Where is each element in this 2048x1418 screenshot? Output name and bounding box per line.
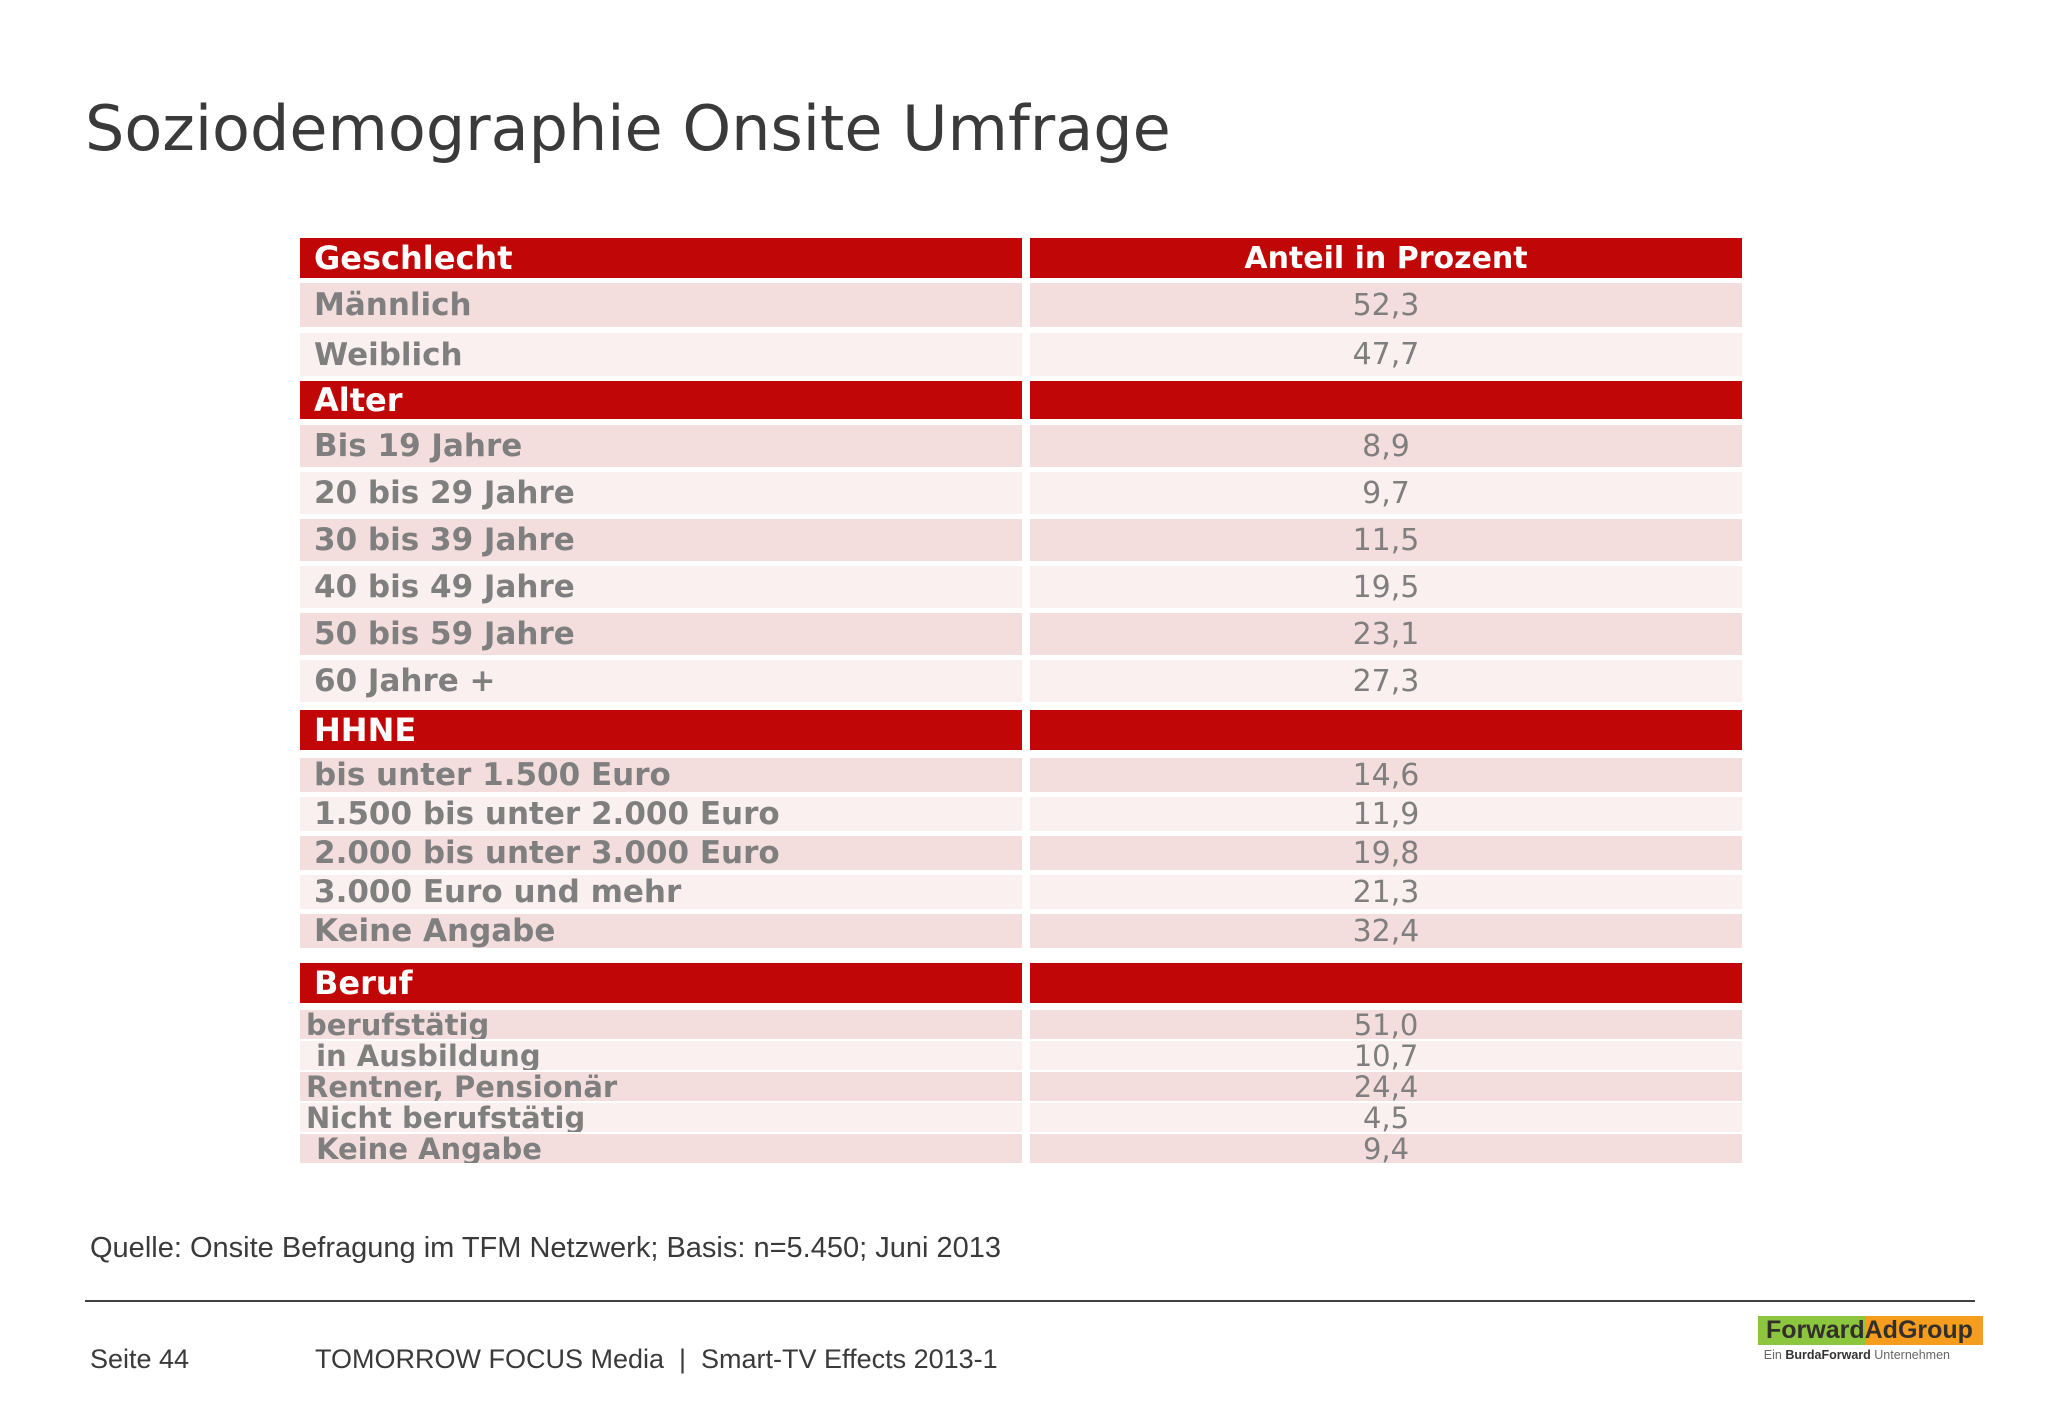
row-value: 11,9 [1030, 797, 1742, 832]
forwardadgroup-logo: Forward AdGroup Ein BurdaForward Unterne… [1758, 1316, 1983, 1362]
section-header-label: HHNE [300, 710, 1022, 750]
row-label: in Ausbildung [300, 1041, 1022, 1070]
row-value: 19,8 [1030, 836, 1742, 871]
section-header-label: Geschlecht [300, 238, 1022, 278]
footer-doc-title: TOMORROW FOCUS Media | Smart-TV Effects … [315, 1344, 998, 1374]
row-label: 2.000 bis unter 3.000 Euro [300, 836, 1022, 870]
logo-bar: Forward AdGroup [1758, 1316, 1983, 1345]
row-value: 21,3 [1030, 875, 1742, 910]
section-header-label: Alter [300, 381, 1022, 419]
tagline-suffix: Unternehmen [1870, 1348, 1950, 1362]
row-label: Rentner, Pensionär [300, 1072, 1022, 1101]
row-label: 30 bis 39 Jahre [300, 519, 1022, 561]
row-label: Bis 19 Jahre [300, 425, 1022, 467]
row-value: 51,0 [1030, 1008, 1742, 1042]
table-row: Männlich 52,3 [300, 283, 1742, 327]
section-header-row-beruf: Beruf [300, 963, 1742, 1003]
row-value: 9,7 [1030, 472, 1742, 514]
table-row: Bis 19 Jahre 8,9 [300, 425, 1742, 467]
table-row: 3.000 Euro und mehr 21,3 [300, 875, 1742, 910]
section-header-label: Beruf [300, 963, 1022, 1003]
table-row: 20 bis 29 Jahre 9,7 [300, 472, 1742, 514]
row-label: Weiblich [300, 333, 1022, 376]
row-label: 60 Jahre + [300, 660, 1022, 702]
row-value: 10,7 [1030, 1039, 1742, 1073]
logo-tagline: Ein BurdaForward Unternehmen [1758, 1348, 1950, 1362]
row-value: 8,9 [1030, 425, 1742, 467]
row-value: 47,7 [1030, 333, 1742, 376]
table-row: Nicht berufstätig 4,5 [300, 1101, 1742, 1135]
column-header-anteil: Anteil in Prozent [1030, 238, 1742, 278]
row-value: 32,4 [1030, 914, 1742, 949]
tagline-prefix: Ein [1763, 1348, 1786, 1362]
section-header-value [1030, 963, 1742, 1003]
row-value: 4,5 [1030, 1101, 1742, 1135]
table-row: 30 bis 39 Jahre 11,5 [300, 519, 1742, 561]
row-value: 23,1 [1030, 613, 1742, 655]
section-header-value [1030, 381, 1742, 419]
footer-divider [85, 1300, 1975, 1302]
section-header-row-alter: Alter [300, 381, 1742, 419]
tagline-brand: BurdaForward [1785, 1348, 1871, 1362]
logo-orange-segment: AdGroup [1864, 1316, 1983, 1345]
row-label: Keine Angabe [300, 1134, 1022, 1163]
section-header-value [1030, 710, 1742, 750]
table-row: Keine Angabe 9,4 [300, 1132, 1742, 1166]
table-row: Keine Angabe 32,4 [300, 914, 1742, 949]
row-label: 20 bis 29 Jahre [300, 472, 1022, 514]
table-row: 2.000 bis unter 3.000 Euro 19,8 [300, 836, 1742, 871]
table-row: Rentner, Pensionär 24,4 [300, 1070, 1742, 1104]
page-title: Soziodemographie Onsite Umfrage [85, 92, 1171, 165]
table-row: 40 bis 49 Jahre 19,5 [300, 566, 1742, 608]
row-value: 9,4 [1030, 1132, 1742, 1166]
row-label: berufstätig [300, 1010, 1022, 1039]
page-number: Seite 44 [90, 1344, 190, 1374]
logo-green-segment: Forward [1758, 1316, 1865, 1345]
table-row: Weiblich 47,7 [300, 333, 1742, 376]
row-label: 40 bis 49 Jahre [300, 566, 1022, 608]
demographics-table: Geschlecht Anteil in Prozent Männlich 52… [300, 238, 1742, 1166]
table-row: berufstätig 51,0 [300, 1008, 1742, 1042]
row-value: 14,6 [1030, 758, 1742, 793]
row-label: bis unter 1.500 Euro [300, 758, 1022, 792]
row-label: Keine Angabe [300, 914, 1022, 948]
row-label: 1.500 bis unter 2.000 Euro [300, 797, 1022, 831]
section-header-row-geschlecht: Geschlecht Anteil in Prozent [300, 238, 1742, 278]
row-value: 11,5 [1030, 519, 1742, 561]
row-label: 50 bis 59 Jahre [300, 613, 1022, 655]
section-header-row-hhne: HHNE [300, 710, 1742, 750]
table-row: bis unter 1.500 Euro 14,6 [300, 758, 1742, 793]
row-label: Nicht berufstätig [300, 1103, 1022, 1132]
row-value: 19,5 [1030, 566, 1742, 608]
row-label: 3.000 Euro und mehr [300, 875, 1022, 909]
row-label: Männlich [300, 283, 1022, 327]
table-row: 50 bis 59 Jahre 23,1 [300, 613, 1742, 655]
table-row: 1.500 bis unter 2.000 Euro 11,9 [300, 797, 1742, 832]
row-value: 24,4 [1030, 1070, 1742, 1104]
table-row: in Ausbildung 10,7 [300, 1039, 1742, 1073]
table-row: 60 Jahre + 27,3 [300, 660, 1742, 702]
source-note: Quelle: Onsite Befragung im TFM Netzwerk… [90, 1232, 1001, 1264]
row-value: 27,3 [1030, 660, 1742, 702]
row-value: 52,3 [1030, 283, 1742, 327]
